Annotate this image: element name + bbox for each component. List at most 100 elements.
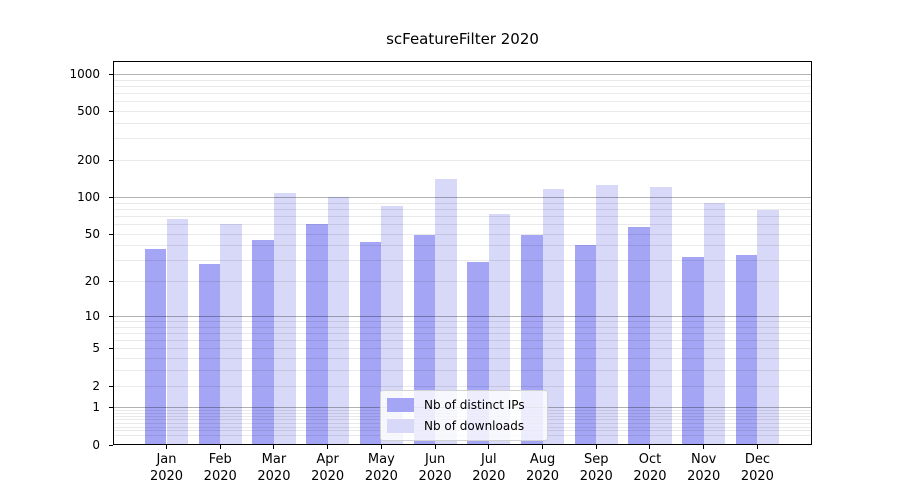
bar-downloads-dec <box>757 210 779 444</box>
x-label-year: 2020 <box>579 469 613 484</box>
x-axis-tick <box>756 445 758 449</box>
bar-downloads-apr <box>327 196 350 444</box>
x-axis-tick <box>542 445 544 449</box>
gridline-minor <box>114 260 811 262</box>
x-label-year: 2020 <box>203 469 237 484</box>
legend-label-distinct-ips: Nb of distinct IPs <box>424 398 525 412</box>
y-axis-tick <box>109 348 113 350</box>
x-axis-label: Apr 2020 <box>296 451 360 485</box>
bar-ips-apr <box>306 224 328 444</box>
y-axis-tick <box>109 197 113 198</box>
gridline-minor <box>114 281 811 283</box>
bar-ips-nov <box>682 256 704 444</box>
gridline-minor <box>114 79 811 81</box>
legend-swatch-downloads <box>387 419 414 433</box>
bar-ips-jan <box>144 249 167 444</box>
y-axis-label: 50 <box>84 226 100 241</box>
y-axis-label: 1000 <box>69 66 100 81</box>
x-label-month: Oct <box>638 452 662 467</box>
bar-ips-mar <box>252 240 274 444</box>
gridline-minor <box>114 202 811 204</box>
x-label-year: 2020 <box>364 469 398 484</box>
gridline-minor <box>114 208 811 210</box>
gridline-major <box>114 197 811 198</box>
y-axis-tick <box>109 73 113 75</box>
x-axis-label: May 2020 <box>349 451 413 485</box>
gridline-minor <box>114 385 811 387</box>
x-axis-tick <box>434 445 436 449</box>
bar-downloads-feb <box>220 224 242 444</box>
x-axis-label: Aug 2020 <box>511 451 575 485</box>
x-label-year: 2020 <box>740 469 774 484</box>
x-label-year: 2020 <box>257 469 291 484</box>
x-label-month: Aug <box>529 452 556 467</box>
y-axis-tick <box>109 385 113 387</box>
gridline-minor <box>114 326 811 328</box>
gridline-minor <box>114 160 811 162</box>
gridline-major <box>114 73 811 75</box>
x-label-month: Sep <box>583 452 609 467</box>
x-axis-label: Feb 2020 <box>188 451 252 485</box>
plot-area <box>113 61 812 445</box>
gridline-minor <box>114 111 811 113</box>
x-label-year: 2020 <box>633 469 667 484</box>
y-axis-tick <box>109 233 113 235</box>
y-axis-label: 20 <box>84 274 100 289</box>
gridline-major <box>114 315 811 317</box>
legend-entry-distinct-ips: Nb of distinct IPs <box>387 398 538 412</box>
y-axis-tick <box>109 444 113 446</box>
x-axis-tick <box>273 445 275 449</box>
x-axis-label: Nov 2020 <box>672 451 736 485</box>
x-axis-label: Oct 2020 <box>618 451 682 485</box>
legend: Nb of distinct IPs Nb of downloads <box>380 390 548 441</box>
x-label-month: Feb <box>208 452 232 467</box>
x-label-month: Mar <box>261 452 287 467</box>
x-axis-label: Jan 2020 <box>135 451 199 485</box>
x-axis-label: Mar 2020 <box>242 451 306 485</box>
bar-downloads-jun <box>435 179 457 444</box>
legend-entry-downloads: Nb of downloads <box>387 419 538 433</box>
x-label-year: 2020 <box>472 469 506 484</box>
gridline-minor <box>114 348 811 350</box>
x-axis-label: Jun 2020 <box>403 451 467 485</box>
bar-downloads-sep <box>596 185 618 444</box>
x-label-month: Jun <box>424 452 446 467</box>
y-axis-tick <box>109 111 113 113</box>
y-axis-label: 10 <box>84 308 100 323</box>
y-axis-tick <box>109 281 113 283</box>
bar-ips-sep <box>574 245 597 444</box>
x-label-month: Jan <box>156 452 177 467</box>
y-axis-label: 1 <box>92 400 100 415</box>
gridline-minor <box>114 93 811 95</box>
y-axis-label: 2 <box>92 378 100 393</box>
gridline-minor <box>114 370 811 372</box>
gridline-minor <box>114 321 811 322</box>
gridline-minor <box>114 215 811 217</box>
x-axis-tick <box>327 445 329 449</box>
gridline-minor <box>114 138 811 140</box>
x-label-year: 2020 <box>418 469 452 484</box>
x-label-month: Dec <box>744 452 770 467</box>
bar-downloads-jan <box>166 218 189 444</box>
x-label-year: 2020 <box>149 469 184 484</box>
x-label-month: Nov <box>691 452 717 467</box>
x-label-month: Apr <box>316 452 339 467</box>
y-axis-tick <box>109 315 113 317</box>
y-axis-label: 100 <box>77 190 100 204</box>
x-label-year: 2020 <box>525 469 560 484</box>
gridline-minor <box>114 85 811 87</box>
gridline-minor <box>114 224 811 225</box>
bar-ips-may <box>359 241 382 444</box>
x-axis-label: Dec 2020 <box>725 451 789 485</box>
y-axis-label: 500 <box>77 104 100 119</box>
bar-downloads-oct <box>649 187 672 444</box>
bar-ips-oct <box>628 226 650 444</box>
chart-title: scFeatureFilter 2020 <box>386 30 539 48</box>
legend-label-downloads: Nb of downloads <box>424 419 525 433</box>
gridline-minor <box>114 245 811 247</box>
gridline-minor <box>114 333 811 334</box>
x-axis-tick <box>380 445 382 449</box>
bar-ips-dec <box>735 255 758 444</box>
x-axis-tick <box>595 445 597 449</box>
